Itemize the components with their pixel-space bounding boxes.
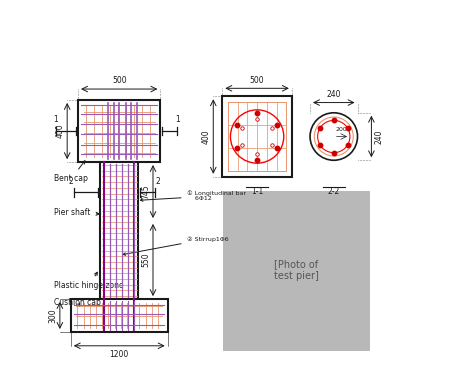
Text: 550: 550 <box>141 253 150 267</box>
Text: 2: 2 <box>69 177 73 185</box>
Text: 400: 400 <box>55 124 64 138</box>
Text: 500: 500 <box>250 76 264 85</box>
Text: 1: 1 <box>53 116 58 124</box>
Bar <box>71 299 168 332</box>
Text: 240: 240 <box>327 90 341 99</box>
Text: 1-1: 1-1 <box>251 187 263 196</box>
Text: 300: 300 <box>48 308 57 323</box>
Bar <box>78 100 160 162</box>
Bar <box>228 102 286 171</box>
Text: 2: 2 <box>156 177 161 185</box>
Bar <box>100 162 138 299</box>
Text: 500: 500 <box>112 76 127 85</box>
Text: 2-2: 2-2 <box>328 187 340 196</box>
Bar <box>223 191 369 350</box>
Text: Plastic hinge zone: Plastic hinge zone <box>55 272 124 290</box>
Text: 200: 200 <box>336 127 348 132</box>
Text: 240: 240 <box>374 129 383 144</box>
Circle shape <box>310 113 357 160</box>
Text: 1: 1 <box>175 116 180 124</box>
Bar <box>222 96 292 177</box>
Text: [Photo of
test pier]: [Photo of test pier] <box>273 259 319 281</box>
Text: Bent cap: Bent cap <box>55 161 88 183</box>
Text: Pier shaft: Pier shaft <box>55 208 99 217</box>
Text: 1200: 1200 <box>109 350 129 359</box>
Text: 745: 745 <box>141 184 150 199</box>
Text: ② Stirrup1Φ6: ② Stirrup1Φ6 <box>123 236 228 255</box>
Text: ① Longitudinal bar
    6Φ12: ① Longitudinal bar 6Φ12 <box>140 190 246 201</box>
Text: Cushion cap: Cushion cap <box>55 298 101 307</box>
Text: 400: 400 <box>201 129 210 144</box>
